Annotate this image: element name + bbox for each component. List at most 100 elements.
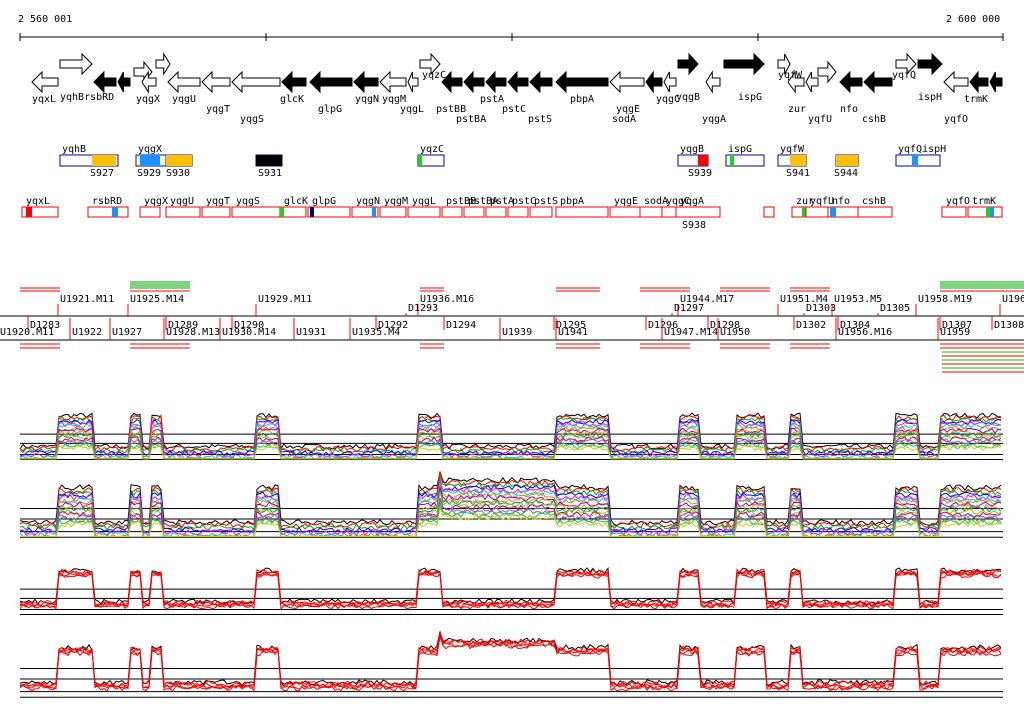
gene-arrow[interactable] bbox=[201, 70, 231, 94]
feature-label[interactable]: U1936.M16 bbox=[420, 294, 474, 305]
feature-label[interactable]: U1947.M14 bbox=[664, 327, 718, 338]
sigma-box[interactable] bbox=[59, 154, 119, 167]
transcript-box[interactable] bbox=[87, 206, 129, 218]
gene-arrow[interactable] bbox=[723, 52, 765, 76]
gene-arrow[interactable] bbox=[309, 70, 353, 94]
feature-label[interactable]: U1928.M13 bbox=[166, 327, 220, 338]
feature-label[interactable]: D1305 bbox=[880, 303, 910, 314]
gene-arrow[interactable] bbox=[59, 52, 93, 76]
gene-arrow[interactable] bbox=[943, 70, 969, 94]
gene-arrow[interactable] bbox=[155, 52, 171, 76]
gene-arrow[interactable] bbox=[485, 70, 507, 94]
gene-arrow[interactable] bbox=[777, 53, 791, 75]
transcript-box[interactable] bbox=[351, 206, 379, 218]
gene-arrow[interactable] bbox=[231, 70, 281, 94]
feature-label[interactable]: U1930.M14 bbox=[222, 327, 276, 338]
gene-arrow[interactable] bbox=[917, 52, 943, 76]
transcript-box[interactable] bbox=[307, 206, 351, 218]
gene-arrow[interactable] bbox=[787, 70, 805, 94]
feature-label[interactable]: D1295 bbox=[556, 320, 586, 331]
gene-arrow[interactable] bbox=[609, 70, 645, 94]
feature-label[interactable]: D1298 bbox=[710, 320, 740, 331]
feature-label[interactable]: D1296 bbox=[648, 320, 678, 331]
gene-arrow[interactable] bbox=[677, 52, 699, 76]
gene-arrow[interactable] bbox=[117, 71, 131, 93]
gene-arrow[interactable] bbox=[167, 70, 201, 94]
gene-arrow[interactable] bbox=[863, 70, 893, 94]
feature-label[interactable]: D1303 bbox=[806, 303, 836, 314]
feature-label[interactable]: U1959 bbox=[940, 327, 970, 338]
transcript-box[interactable] bbox=[507, 206, 529, 218]
feature-label[interactable]: U1927 bbox=[112, 327, 142, 338]
feature-label[interactable]: U1951.M4 bbox=[780, 294, 828, 305]
gene-arrow[interactable] bbox=[969, 70, 989, 94]
feature-label[interactable]: D1297 bbox=[674, 303, 704, 314]
transcript-box[interactable] bbox=[139, 206, 161, 218]
gene-arrow[interactable] bbox=[705, 70, 721, 94]
transcript-box[interactable] bbox=[463, 206, 485, 218]
gene-arrow[interactable] bbox=[281, 70, 307, 94]
feature-label[interactable]: U1929.M11 bbox=[258, 294, 312, 305]
gene-arrow[interactable] bbox=[353, 70, 379, 94]
feature-label[interactable]: U1922 bbox=[72, 327, 102, 338]
feature-label[interactable]: U1953.M5 bbox=[834, 294, 882, 305]
gene-arrow[interactable] bbox=[379, 70, 407, 94]
feature-label[interactable]: U1950 bbox=[720, 327, 750, 338]
gene-arrow[interactable] bbox=[463, 70, 485, 94]
transcript-box[interactable] bbox=[805, 206, 829, 218]
feature-label[interactable]: U1944.M17 bbox=[680, 294, 734, 305]
gene-arrow[interactable] bbox=[839, 70, 863, 94]
gene-arrow[interactable] bbox=[895, 52, 917, 76]
transcript-box[interactable] bbox=[857, 206, 893, 218]
feature-label[interactable]: D1290 bbox=[234, 320, 264, 331]
gene-arrow[interactable] bbox=[93, 70, 117, 94]
transcript-box[interactable] bbox=[201, 206, 231, 218]
feature-label[interactable]: U1956.M16 bbox=[838, 327, 892, 338]
transcript-box[interactable] bbox=[967, 206, 1003, 218]
feature-label[interactable]: D1304 bbox=[840, 320, 870, 331]
transcript-box[interactable] bbox=[675, 206, 721, 218]
transcript-box[interactable] bbox=[529, 206, 553, 218]
gene-arrow[interactable] bbox=[555, 70, 609, 94]
gene-arrow[interactable] bbox=[407, 71, 419, 93]
transcript-box[interactable] bbox=[639, 206, 663, 218]
transcript-box[interactable] bbox=[555, 206, 609, 218]
gene-arrow[interactable] bbox=[645, 70, 663, 94]
sigma-box[interactable] bbox=[725, 154, 765, 167]
feature-label[interactable]: D1294 bbox=[446, 320, 476, 331]
feature-label[interactable]: D1283 bbox=[30, 320, 60, 331]
feature-label[interactable]: U1921.M11 bbox=[60, 294, 114, 305]
transcript-box[interactable] bbox=[941, 206, 967, 218]
gene-arrow[interactable] bbox=[419, 52, 441, 76]
feature-label[interactable]: D1292 bbox=[378, 320, 408, 331]
feature-label[interactable]: U1941 bbox=[558, 327, 588, 338]
gene-arrow[interactable] bbox=[141, 70, 157, 94]
transcript-box[interactable] bbox=[441, 206, 463, 218]
transcript-box[interactable] bbox=[763, 206, 775, 218]
transcript-box[interactable] bbox=[485, 206, 507, 218]
feature-label[interactable]: D1293 bbox=[408, 303, 438, 314]
transcript-box[interactable] bbox=[231, 206, 281, 218]
gene-arrow[interactable] bbox=[31, 70, 59, 94]
feature-label[interactable]: U1935.M4 bbox=[352, 327, 400, 338]
transcript-box[interactable] bbox=[379, 206, 407, 218]
feature-label[interactable]: D1289 bbox=[168, 320, 198, 331]
feature-label[interactable]: U196 bbox=[1002, 294, 1024, 305]
gene-arrow[interactable] bbox=[817, 60, 837, 84]
feature-label[interactable]: D1308 bbox=[994, 320, 1024, 331]
feature-label[interactable]: D1302 bbox=[796, 320, 826, 331]
transcript-box[interactable] bbox=[661, 206, 677, 218]
feature-label[interactable]: U1939 bbox=[502, 327, 532, 338]
transcript-box[interactable] bbox=[21, 206, 59, 218]
transcript-box[interactable] bbox=[165, 206, 201, 218]
gene-arrow[interactable] bbox=[663, 71, 677, 93]
transcript-box[interactable] bbox=[609, 206, 641, 218]
gene-arrow[interactable] bbox=[441, 70, 463, 94]
feature-label[interactable]: U1931 bbox=[296, 327, 326, 338]
feature-label[interactable]: U1958.M19 bbox=[918, 294, 972, 305]
gene-arrow[interactable] bbox=[529, 70, 553, 94]
transcript-box[interactable] bbox=[407, 206, 441, 218]
gene-arrow[interactable] bbox=[989, 71, 1003, 93]
feature-label[interactable]: U1925.M14 bbox=[130, 294, 184, 305]
gene-arrow[interactable] bbox=[507, 70, 529, 94]
